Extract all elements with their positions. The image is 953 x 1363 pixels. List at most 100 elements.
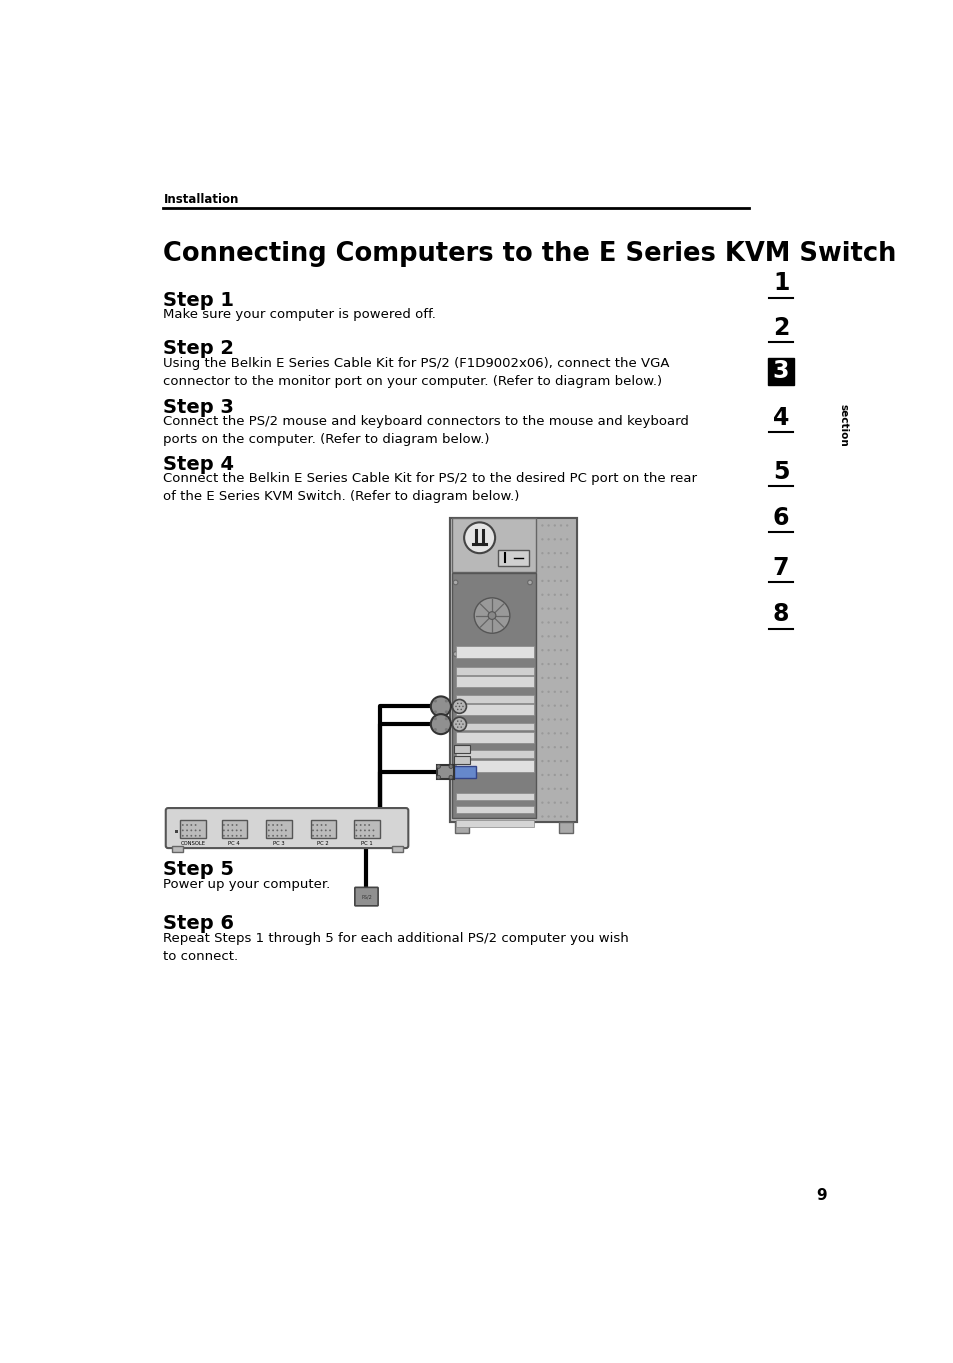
Circle shape — [559, 552, 561, 555]
Circle shape — [547, 552, 549, 555]
Circle shape — [312, 825, 314, 826]
Circle shape — [547, 746, 549, 748]
Text: section: section — [838, 403, 848, 447]
Bar — [450, 518, 576, 822]
Circle shape — [540, 705, 543, 707]
Circle shape — [316, 830, 318, 831]
Circle shape — [547, 525, 549, 526]
Bar — [180, 819, 206, 838]
Text: PS/2: PS/2 — [361, 894, 372, 900]
Circle shape — [565, 815, 568, 818]
Circle shape — [455, 724, 456, 725]
Circle shape — [461, 724, 463, 725]
Bar — [558, 822, 573, 833]
Bar — [452, 574, 536, 818]
Circle shape — [540, 566, 543, 568]
Bar — [497, 551, 529, 566]
Circle shape — [553, 649, 556, 652]
Circle shape — [527, 581, 532, 585]
Bar — [454, 756, 469, 765]
Circle shape — [540, 635, 543, 638]
Bar — [456, 676, 534, 687]
Circle shape — [565, 566, 568, 568]
Circle shape — [235, 836, 237, 837]
Circle shape — [540, 774, 543, 776]
Circle shape — [540, 801, 543, 804]
Circle shape — [553, 788, 556, 791]
Circle shape — [280, 830, 282, 831]
Circle shape — [559, 594, 561, 596]
Circle shape — [565, 525, 568, 526]
Circle shape — [547, 677, 549, 679]
Circle shape — [565, 774, 568, 776]
Text: Step 4: Step 4 — [163, 455, 234, 473]
Text: Repeat Steps 1 through 5 for each additional PS/2 computer you wish
to connect.: Repeat Steps 1 through 5 for each additi… — [163, 932, 629, 964]
Text: 2: 2 — [772, 316, 788, 339]
Circle shape — [434, 699, 436, 702]
Circle shape — [559, 691, 561, 692]
Text: 8: 8 — [772, 602, 788, 626]
Bar — [456, 819, 534, 827]
Circle shape — [488, 612, 496, 619]
Text: 1: 1 — [772, 271, 788, 294]
Circle shape — [444, 699, 448, 702]
Circle shape — [540, 608, 543, 609]
Circle shape — [553, 718, 556, 721]
Text: Connecting Computers to the E Series KVM Switch: Connecting Computers to the E Series KVM… — [163, 240, 896, 267]
Circle shape — [547, 538, 549, 541]
Circle shape — [547, 801, 549, 804]
Circle shape — [553, 525, 556, 526]
Circle shape — [474, 598, 509, 634]
Circle shape — [553, 746, 556, 748]
Circle shape — [553, 801, 556, 804]
Circle shape — [553, 566, 556, 568]
Bar — [456, 759, 534, 771]
Circle shape — [280, 825, 282, 826]
Circle shape — [565, 691, 568, 692]
Bar — [436, 765, 454, 778]
Circle shape — [547, 649, 549, 652]
Circle shape — [553, 552, 556, 555]
Circle shape — [431, 696, 451, 717]
Bar — [767, 358, 794, 384]
Circle shape — [559, 635, 561, 638]
Circle shape — [559, 649, 561, 652]
Circle shape — [460, 726, 461, 728]
Circle shape — [235, 825, 237, 826]
Circle shape — [191, 825, 193, 826]
Circle shape — [553, 815, 556, 818]
Circle shape — [540, 538, 543, 541]
Circle shape — [227, 825, 229, 826]
Circle shape — [453, 581, 457, 585]
Circle shape — [444, 717, 448, 720]
Circle shape — [547, 691, 549, 692]
Circle shape — [547, 774, 549, 776]
Circle shape — [272, 836, 274, 837]
Circle shape — [540, 732, 543, 735]
Circle shape — [460, 703, 461, 705]
Circle shape — [444, 710, 448, 713]
Circle shape — [355, 830, 357, 831]
Circle shape — [359, 836, 361, 837]
Circle shape — [553, 662, 556, 665]
Circle shape — [372, 830, 374, 831]
Circle shape — [364, 836, 365, 837]
Circle shape — [320, 836, 322, 837]
Circle shape — [325, 836, 326, 837]
Circle shape — [553, 622, 556, 624]
Text: Step 6: Step 6 — [163, 915, 234, 934]
Text: Step 1: Step 1 — [163, 290, 234, 309]
Circle shape — [280, 836, 282, 837]
Circle shape — [565, 761, 568, 762]
Circle shape — [268, 830, 270, 831]
Circle shape — [458, 706, 459, 707]
Bar — [311, 819, 335, 838]
Circle shape — [565, 746, 568, 748]
Circle shape — [540, 579, 543, 582]
Circle shape — [368, 830, 370, 831]
Circle shape — [272, 825, 274, 826]
Circle shape — [464, 522, 495, 553]
Bar — [456, 705, 534, 714]
Circle shape — [540, 594, 543, 596]
Circle shape — [553, 538, 556, 541]
